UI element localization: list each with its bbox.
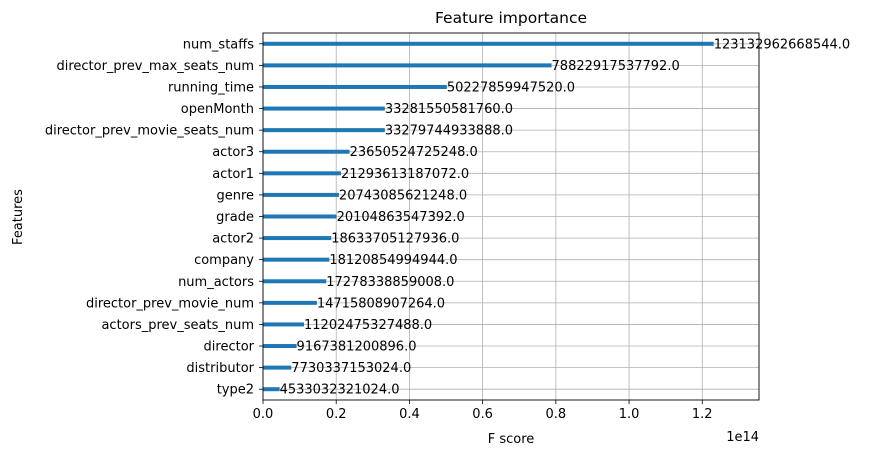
- bar: [263, 365, 292, 370]
- value-label: 20104863547392.0: [337, 210, 465, 225]
- y-tick-label: type2: [217, 383, 254, 398]
- y-tick-label: actor3: [212, 145, 254, 160]
- x-tick-label: 1.0: [619, 407, 640, 422]
- value-label: 9167381200896.0: [297, 340, 417, 355]
- bar: [263, 344, 297, 349]
- bar: [263, 63, 552, 68]
- y-tick-label: director: [204, 340, 255, 355]
- bar: [263, 149, 350, 154]
- x-axis-title: F score: [488, 432, 535, 447]
- bar: [263, 279, 327, 284]
- bar: [263, 192, 339, 197]
- x-tick-label: 0.6: [472, 407, 493, 422]
- y-axis: num_staffs director_prev_max_seats_numrun…: [45, 37, 263, 398]
- y-tick-label: actor2: [212, 232, 254, 247]
- bar: [263, 171, 341, 176]
- y-axis-title: Features: [11, 189, 26, 245]
- value-label: 18633705127936.0: [331, 232, 459, 247]
- value-label: 33279744933888.0: [385, 124, 513, 139]
- value-label: 11202475327488.0: [304, 318, 432, 333]
- x-tick-label: 0.2: [326, 407, 347, 422]
- value-label: 18120854994944.0: [329, 253, 457, 268]
- x-tick-label: 0.8: [545, 407, 566, 422]
- y-tick-label: grade: [216, 210, 254, 225]
- bar: [263, 387, 280, 392]
- y-tick-label: actors_prev_seats_num: [101, 318, 254, 333]
- value-label: 14715808907264.0: [317, 296, 445, 311]
- bar: [263, 322, 305, 327]
- chart-title: Feature importance: [435, 9, 587, 27]
- x-tick-label: 0.4: [399, 407, 420, 422]
- y-tick-label: genre: [216, 188, 254, 203]
- bars-layer: [263, 41, 714, 392]
- x-axis-offset-text: 1e14: [726, 430, 759, 445]
- y-tick-label: num_staffs: [183, 37, 254, 52]
- y-tick-label: director_prev_max_seats_num: [56, 59, 254, 74]
- y-tick-label: running_time: [168, 80, 254, 95]
- bar: [263, 214, 337, 219]
- x-axis: 0.0 0.2 0.4 0.6 0.8 1.0 1.2: [253, 400, 713, 422]
- value-label: 23650524725248.0: [350, 145, 478, 160]
- bar: [263, 41, 714, 46]
- bar: [263, 257, 330, 262]
- value-label: 78822917537792.0: [552, 59, 680, 74]
- x-tick-label: 1.2: [692, 407, 713, 422]
- y-tick-label: openMonth: [181, 102, 254, 117]
- value-label: 33281550581760.0: [385, 102, 513, 117]
- value-label: 21293613187072.0: [341, 167, 469, 182]
- value-labels: 123132962668544.0 78822917537792.0 5022785…: [280, 37, 851, 397]
- value-label: 123132962668544.0: [714, 37, 850, 52]
- value-label: 17278338859008.0: [326, 275, 454, 290]
- bar: [263, 236, 332, 241]
- bar: [263, 106, 385, 111]
- y-tick-label: actor1: [212, 167, 254, 182]
- x-tick-label: 0.0: [253, 407, 274, 422]
- value-label: 4533032321024.0: [280, 383, 400, 398]
- value-label: 7730337153024.0: [291, 361, 411, 376]
- y-tick-label: num_actors: [178, 275, 254, 290]
- value-label: 20743085621248.0: [339, 188, 467, 203]
- value-label: 50227859947520.0: [447, 80, 575, 95]
- bar: [263, 300, 317, 305]
- bar: [263, 84, 447, 89]
- y-tick-label: director_prev_movie_num: [86, 296, 254, 311]
- y-tick-label: director_prev_movie_seats_num: [45, 124, 254, 139]
- y-tick-label: distributor: [186, 361, 254, 376]
- y-tick-label: company: [194, 253, 254, 268]
- bar: [263, 128, 385, 133]
